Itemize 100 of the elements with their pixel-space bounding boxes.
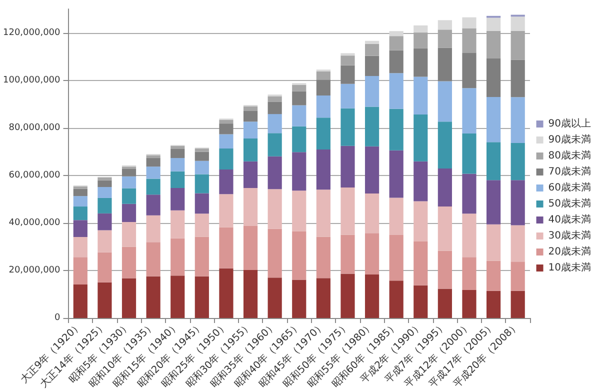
bar	[510, 290, 525, 318]
bar	[122, 222, 136, 247]
bar	[170, 210, 185, 238]
bar	[364, 44, 380, 56]
bar	[268, 156, 282, 190]
bar	[146, 166, 160, 179]
bar	[73, 257, 88, 284]
bar	[462, 174, 476, 214]
bar	[146, 194, 160, 216]
bar	[268, 133, 282, 156]
bar	[98, 252, 112, 282]
bar	[486, 58, 501, 97]
bar	[268, 228, 282, 278]
bar	[292, 190, 306, 232]
y-tick-label: 100,000,000	[2, 75, 61, 86]
bar	[438, 48, 452, 82]
bar	[146, 178, 160, 195]
bar	[364, 40, 380, 44]
bar	[510, 180, 525, 226]
bar	[340, 274, 355, 318]
bar	[243, 270, 258, 318]
bar	[340, 146, 355, 188]
bar	[414, 114, 428, 162]
bar	[219, 134, 234, 149]
bar	[268, 114, 282, 134]
bar	[438, 81, 452, 122]
bar	[364, 76, 380, 107]
bar	[194, 193, 209, 214]
bar	[364, 274, 380, 318]
bar	[292, 280, 306, 318]
bar	[510, 143, 525, 180]
bar	[122, 246, 136, 278]
bar	[268, 102, 282, 114]
bar	[219, 268, 234, 318]
legend-label: 50歳未満	[548, 198, 592, 210]
bar	[292, 126, 306, 152]
bar	[510, 225, 525, 262]
bar	[170, 158, 185, 172]
bar	[268, 96, 282, 102]
bar	[364, 106, 380, 146]
bar	[73, 196, 88, 207]
bar	[438, 250, 452, 289]
bar	[316, 71, 330, 80]
bar	[122, 278, 136, 318]
legend-label: 40歳未満	[548, 214, 592, 226]
bar	[194, 160, 209, 174]
bar	[219, 124, 234, 134]
bar	[170, 149, 185, 158]
bar	[389, 50, 404, 74]
bar	[389, 235, 404, 281]
bar	[510, 97, 525, 144]
bar	[98, 187, 112, 198]
bar	[194, 236, 209, 276]
legend-label: 60歳未満	[548, 182, 592, 194]
bar	[414, 285, 428, 318]
bar	[316, 190, 330, 237]
bar	[73, 186, 88, 189]
bar	[73, 236, 88, 258]
legend-label: 30歳未満	[548, 230, 592, 242]
bar	[389, 73, 404, 109]
bar	[122, 204, 136, 222]
bar	[340, 56, 355, 66]
bar	[510, 16, 525, 31]
bar	[170, 238, 185, 276]
legend-label: 10歳未満	[548, 262, 592, 274]
bar	[486, 180, 501, 224]
bar	[462, 290, 476, 318]
bar	[340, 108, 355, 146]
bar	[389, 108, 404, 150]
bar	[219, 169, 234, 194]
bar	[462, 88, 476, 134]
bar	[438, 288, 452, 318]
bar	[486, 290, 501, 318]
bar	[414, 48, 428, 77]
bar	[486, 260, 501, 291]
bar	[98, 213, 112, 230]
bar	[170, 146, 185, 149]
bar	[414, 25, 428, 33]
bar	[194, 214, 209, 237]
bar	[243, 106, 258, 111]
bar	[389, 36, 404, 50]
bar	[340, 234, 355, 274]
bar	[146, 276, 160, 318]
bar	[122, 188, 136, 204]
bar	[510, 262, 525, 291]
bar	[122, 168, 136, 176]
bar	[486, 224, 501, 261]
bar	[389, 280, 404, 318]
bar	[146, 155, 160, 158]
bar	[194, 174, 209, 194]
bar	[292, 91, 306, 106]
bar	[219, 120, 234, 124]
bar	[194, 276, 209, 318]
bar	[194, 148, 209, 152]
bar	[243, 110, 258, 122]
bar	[98, 282, 112, 318]
bar	[316, 149, 330, 190]
bar	[462, 214, 476, 258]
bar	[364, 146, 380, 194]
bar	[364, 233, 380, 274]
